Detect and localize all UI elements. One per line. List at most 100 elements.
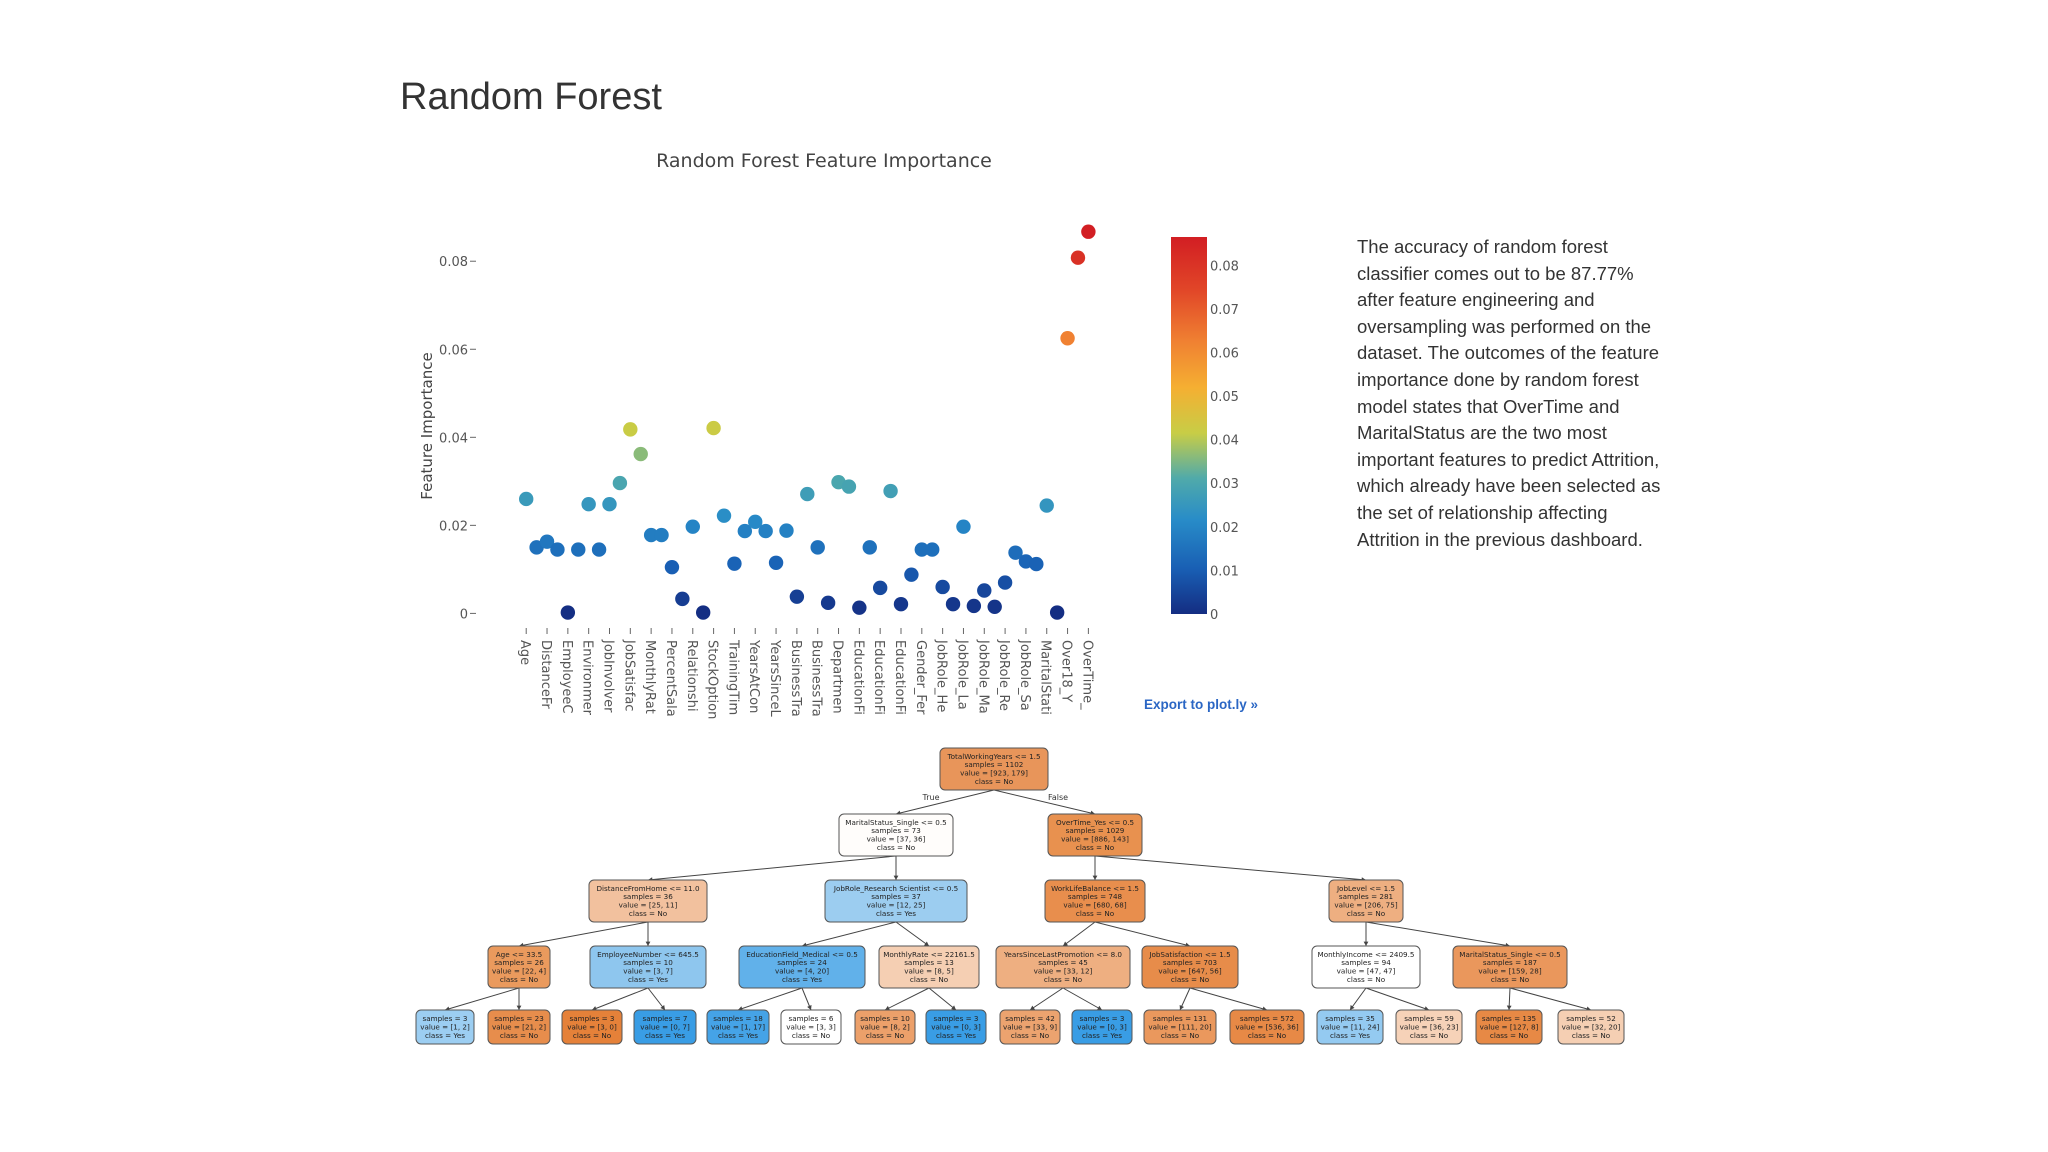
tree-node-line: value = [680, 68] (1063, 901, 1126, 910)
tree-node-line: value = [36, 23] (1400, 1022, 1459, 1031)
tree-true-label: True (922, 793, 940, 802)
tree-edge (1509, 987, 1592, 1011)
tree-node-line: samples = 3 (569, 1014, 614, 1023)
x-tick-label: Relationshi (684, 640, 699, 712)
tree-edge (928, 987, 957, 1011)
tree-node-line: samples = 10 (860, 1014, 910, 1023)
x-tick-label: Age (517, 640, 532, 665)
x-tick-label: EducationFi (871, 640, 886, 715)
tree-node-line: class = No (1347, 909, 1385, 918)
tree-node-line: value = [206, 75] (1334, 901, 1397, 910)
tree-edge (1029, 987, 1064, 1011)
tree-edge-arrow (807, 1005, 812, 1010)
scatter-point (945, 596, 961, 612)
tree-node-line: class = No (1076, 843, 1114, 852)
tree-node-line: samples = 131 (1153, 1014, 1207, 1023)
scatter-point (852, 600, 867, 615)
tree-node-line: value = [25, 11] (619, 901, 678, 910)
tree-edge-arrow (645, 941, 651, 946)
x-tick-label: JobRole_Ma (975, 639, 990, 714)
tree-node-line: value = [159, 28] (1478, 967, 1541, 976)
tree-edge (1365, 921, 1511, 947)
tree-node-line: class = No (792, 1031, 830, 1040)
scatter-point (904, 567, 919, 582)
tree-edge (801, 921, 897, 947)
tree-node-line: Age <= 33.5 (496, 950, 543, 959)
y-tick-label: 0 (460, 607, 468, 622)
tree-node-line: samples = 23 (494, 1014, 544, 1023)
tree-node-line: OverTime_Yes <= 0.5 (1056, 818, 1134, 827)
tree-node-line: value = [111, 20] (1148, 1022, 1211, 1031)
tree-edge (737, 987, 803, 1011)
scatter-point (935, 579, 950, 595)
tree-edge (895, 789, 995, 815)
tree-node-line: samples = 36 (623, 892, 673, 901)
x-tick-label: YearsSinceL (767, 639, 782, 718)
tree-node-box (838, 813, 954, 857)
colorbar-tick-label: 0.07 (1210, 303, 1239, 318)
tree-node-box (854, 1009, 916, 1045)
tree-node-box (1071, 1009, 1133, 1045)
tree-edge-arrow (893, 875, 899, 880)
colorbar-tick-label: 0.02 (1210, 521, 1239, 536)
tree-edge (444, 987, 520, 1011)
x-tick-label: JobRole_Re (996, 639, 1011, 711)
scatter-point (748, 514, 763, 530)
tree-node-line: value = [37, 36] (867, 835, 926, 844)
tree-node-box (1311, 945, 1421, 989)
tree-edge (993, 789, 1096, 815)
tree-node-line: JobSatisfaction <= 1.5 (1148, 950, 1230, 959)
tree-node-line: value = [1, 2] (420, 1022, 470, 1031)
tree-edge-arrow (951, 1005, 956, 1010)
tree-edge (1179, 987, 1191, 1011)
x-tick-label: BusinessTra (809, 640, 824, 717)
scatter-point (893, 596, 909, 612)
tree-node-line: samples = 37 (871, 892, 921, 901)
tree-node-line: samples = 748 (1068, 892, 1123, 901)
tree-node-line: samples = 187 (1483, 958, 1537, 967)
tree-node-line: value = [4, 20] (775, 967, 829, 976)
tree-node-box (1395, 1009, 1463, 1045)
tree-edge-arrow (1030, 1005, 1035, 1010)
colorbar-tick-label: 0 (1210, 608, 1218, 623)
scatter-point (1049, 605, 1065, 620)
tree-node-line: samples = 1029 (1066, 826, 1125, 835)
tree-node-line: samples = 42 (1005, 1014, 1055, 1023)
tree-node-line: MonthlyRate <= 22161.5 (883, 950, 975, 959)
scatter-point (643, 527, 659, 543)
scatter-point (1008, 545, 1023, 560)
tree-edge-arrow (802, 942, 807, 948)
tree-edge-arrow (592, 1006, 597, 1011)
x-tick-label: EducationFi (850, 640, 865, 715)
colorbar-tick-label: 0.05 (1210, 390, 1239, 405)
x-tick-label: Departmen (830, 640, 845, 714)
x-tick-label: TrainingTim (725, 639, 740, 715)
tree-edge-arrow (924, 941, 929, 946)
y-tick-label: 0.02 (439, 519, 468, 534)
tree-node-line: class = Yes (876, 909, 916, 918)
tree-node-line: class = No (629, 909, 667, 918)
scatter-point (820, 595, 836, 611)
scatter-point (716, 508, 732, 523)
scatter-point (914, 542, 930, 557)
tree-node-line: samples = 1102 (965, 760, 1024, 769)
tree-node-box (1047, 813, 1143, 857)
y-axis-title: Feature Importance (418, 352, 436, 499)
export-to-plotly-link[interactable]: Export to plot.ly » (1144, 697, 1259, 712)
tree-edge-arrow (1262, 1006, 1267, 1012)
tree-node-line: class = No (975, 777, 1013, 786)
tree-edge (1365, 987, 1430, 1011)
tree-node-line: value = [33, 12] (1034, 967, 1093, 976)
tree-node-box (561, 1009, 623, 1045)
x-tick-label: JobInvolver (600, 639, 615, 713)
scatter-point (550, 542, 565, 557)
scatter-point (925, 542, 940, 557)
tree-edge-arrow (1090, 810, 1095, 816)
tree-node-box (995, 945, 1131, 989)
